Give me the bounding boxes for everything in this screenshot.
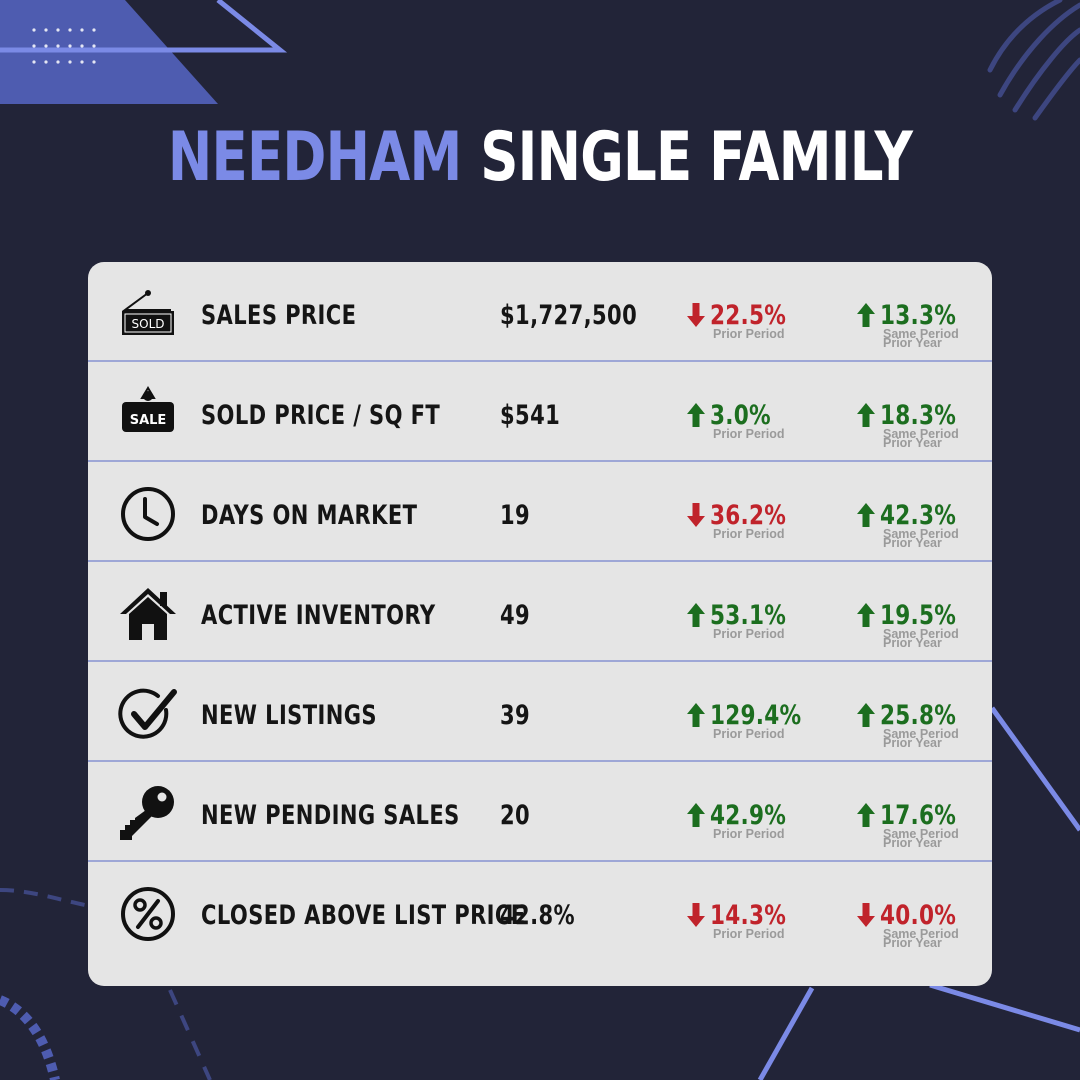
change-percent: 13.3%	[880, 300, 957, 331]
change-percent: 36.2%	[710, 500, 787, 531]
stat-label: CLOSED ABOVE LIST PRICE	[201, 900, 526, 931]
stat-value: 42.8%	[500, 900, 576, 931]
stat-row-closed-above-list: CLOSED ABOVE LIST PRICE 42.8% 14.3% Prio…	[88, 862, 992, 962]
change-same-period-prior-year: 19.5% Same Period Prior Year	[856, 602, 975, 650]
arrow-down-icon	[687, 503, 705, 527]
stat-row-active-inventory: ACTIVE INVENTORY 49 53.1% Prior Period 1…	[88, 562, 992, 662]
stat-value: 49	[500, 600, 531, 631]
stat-row-days-on-market: DAYS ON MARKET 19 36.2% Prior Period 42.…	[88, 462, 992, 562]
change-percent: 18.3%	[880, 400, 957, 431]
change-caption-year: Prior Year	[883, 836, 942, 850]
change-caption: Prior Period	[713, 827, 785, 841]
change-prior-period: 3.0% Prior Period	[686, 402, 786, 441]
title-city: NEEDHAM	[167, 118, 462, 197]
percent-icon	[121, 887, 175, 941]
change-caption-year: Prior Year	[883, 536, 942, 550]
stat-label: NEW LISTINGS	[201, 700, 377, 731]
change-percent: 25.8%	[880, 700, 957, 731]
change-caption: Prior Period	[713, 427, 785, 441]
change-percent: 42.3%	[880, 500, 957, 531]
stat-label: DAYS ON MARKET	[201, 500, 418, 531]
sold-sign-icon: SOLD	[121, 290, 174, 335]
change-prior-period: 36.2% Prior Period	[686, 502, 805, 541]
checkmark-icon	[118, 688, 177, 739]
change-same-period-prior-year: 18.3% Same Period Prior Year	[856, 402, 975, 450]
page-title: NEEDHAM SINGLE FAMILY	[119, 118, 961, 197]
change-same-period-prior-year: 17.6% Same Period Prior Year	[856, 802, 975, 850]
change-caption-year: Prior Year	[883, 636, 942, 650]
stat-label: NEW PENDING SALES	[201, 800, 460, 831]
arrow-down-icon	[687, 903, 705, 927]
svg-text:SALE: SALE	[130, 413, 167, 428]
change-same-period-prior-year: 40.0% Same Period Prior Year	[856, 902, 975, 950]
change-caption: Prior Period	[713, 927, 785, 941]
stat-value: 19	[500, 500, 531, 531]
stat-value: 20	[500, 800, 531, 831]
svg-text:SOLD: SOLD	[132, 317, 165, 331]
stat-label: SOLD PRICE / SQ FT	[201, 400, 441, 431]
sale-sign-icon: SALE	[122, 386, 174, 432]
change-percent: 14.3%	[710, 900, 787, 931]
stat-label: ACTIVE INVENTORY	[201, 600, 436, 631]
change-caption: Prior Period	[713, 627, 785, 641]
change-percent: 19.5%	[880, 600, 957, 631]
arrow-up-icon	[857, 703, 875, 727]
stats-card: SOLD SALES PRICE $1,727,500 22.5% Prior …	[88, 262, 992, 986]
change-caption: Same Period	[883, 827, 959, 841]
key-icon	[120, 786, 174, 840]
change-prior-period: 53.1% Prior Period	[686, 602, 805, 641]
change-caption-year: Prior Year	[883, 736, 942, 750]
change-percent: 40.0%	[880, 900, 957, 931]
stat-value: 39	[500, 700, 531, 731]
arrow-up-icon	[687, 603, 705, 627]
change-caption: Same Period	[883, 427, 959, 441]
change-caption: Prior Period	[713, 527, 785, 541]
change-caption: Same Period	[883, 727, 959, 741]
change-prior-period: 42.9% Prior Period	[686, 802, 805, 841]
change-prior-period: 14.3% Prior Period	[686, 902, 805, 941]
change-percent: 22.5%	[710, 300, 787, 331]
change-same-period-prior-year: 42.3% Same Period Prior Year	[856, 502, 975, 550]
change-caption: Same Period	[883, 327, 959, 341]
change-caption-year: Prior Year	[883, 436, 942, 450]
stat-row-price-per-sqft: SALE SOLD PRICE / SQ FT $541 3.0% Prior …	[88, 362, 992, 462]
change-prior-period: 22.5% Prior Period	[686, 302, 805, 341]
arrow-up-icon	[857, 503, 875, 527]
change-percent: 42.9%	[710, 800, 787, 831]
change-percent: 129.4%	[710, 700, 802, 731]
arrow-up-icon	[857, 803, 875, 827]
change-percent: 53.1%	[710, 600, 787, 631]
arrow-up-icon	[857, 403, 875, 427]
change-caption-year: Prior Year	[883, 336, 942, 350]
change-caption: Prior Period	[713, 727, 785, 741]
stat-row-new-pending-sales: NEW PENDING SALES 20 42.9% Prior Period …	[88, 762, 992, 862]
clock-icon	[121, 487, 175, 541]
change-caption: Same Period	[883, 627, 959, 641]
change-same-period-prior-year: 13.3% Same Period Prior Year	[856, 302, 975, 350]
arrow-up-icon	[687, 703, 705, 727]
change-percent: 3.0%	[710, 400, 771, 431]
change-percent: 17.6%	[880, 800, 957, 831]
stat-value: $541	[500, 400, 561, 431]
arrow-up-icon	[857, 603, 875, 627]
stat-label: SALES PRICE	[201, 300, 357, 331]
change-caption: Prior Period	[713, 327, 785, 341]
change-same-period-prior-year: 25.8% Same Period Prior Year	[856, 702, 975, 750]
title-type: SINGLE FAMILY	[480, 118, 913, 197]
change-caption-year: Prior Year	[883, 936, 942, 950]
change-caption: Same Period	[883, 927, 959, 941]
change-prior-period: 129.4% Prior Period	[686, 702, 824, 741]
arrow-up-icon	[857, 303, 875, 327]
stat-row-sales-price: SOLD SALES PRICE $1,727,500 22.5% Prior …	[88, 262, 992, 362]
change-caption: Same Period	[883, 527, 959, 541]
arrow-down-icon	[857, 903, 875, 927]
house-icon	[120, 588, 176, 640]
stat-row-new-listings: NEW LISTINGS 39 129.4% Prior Period 25.8…	[88, 662, 992, 762]
stat-value: $1,727,500	[500, 300, 638, 331]
arrow-up-icon	[687, 403, 705, 427]
arrow-down-icon	[687, 303, 705, 327]
arrow-up-icon	[687, 803, 705, 827]
